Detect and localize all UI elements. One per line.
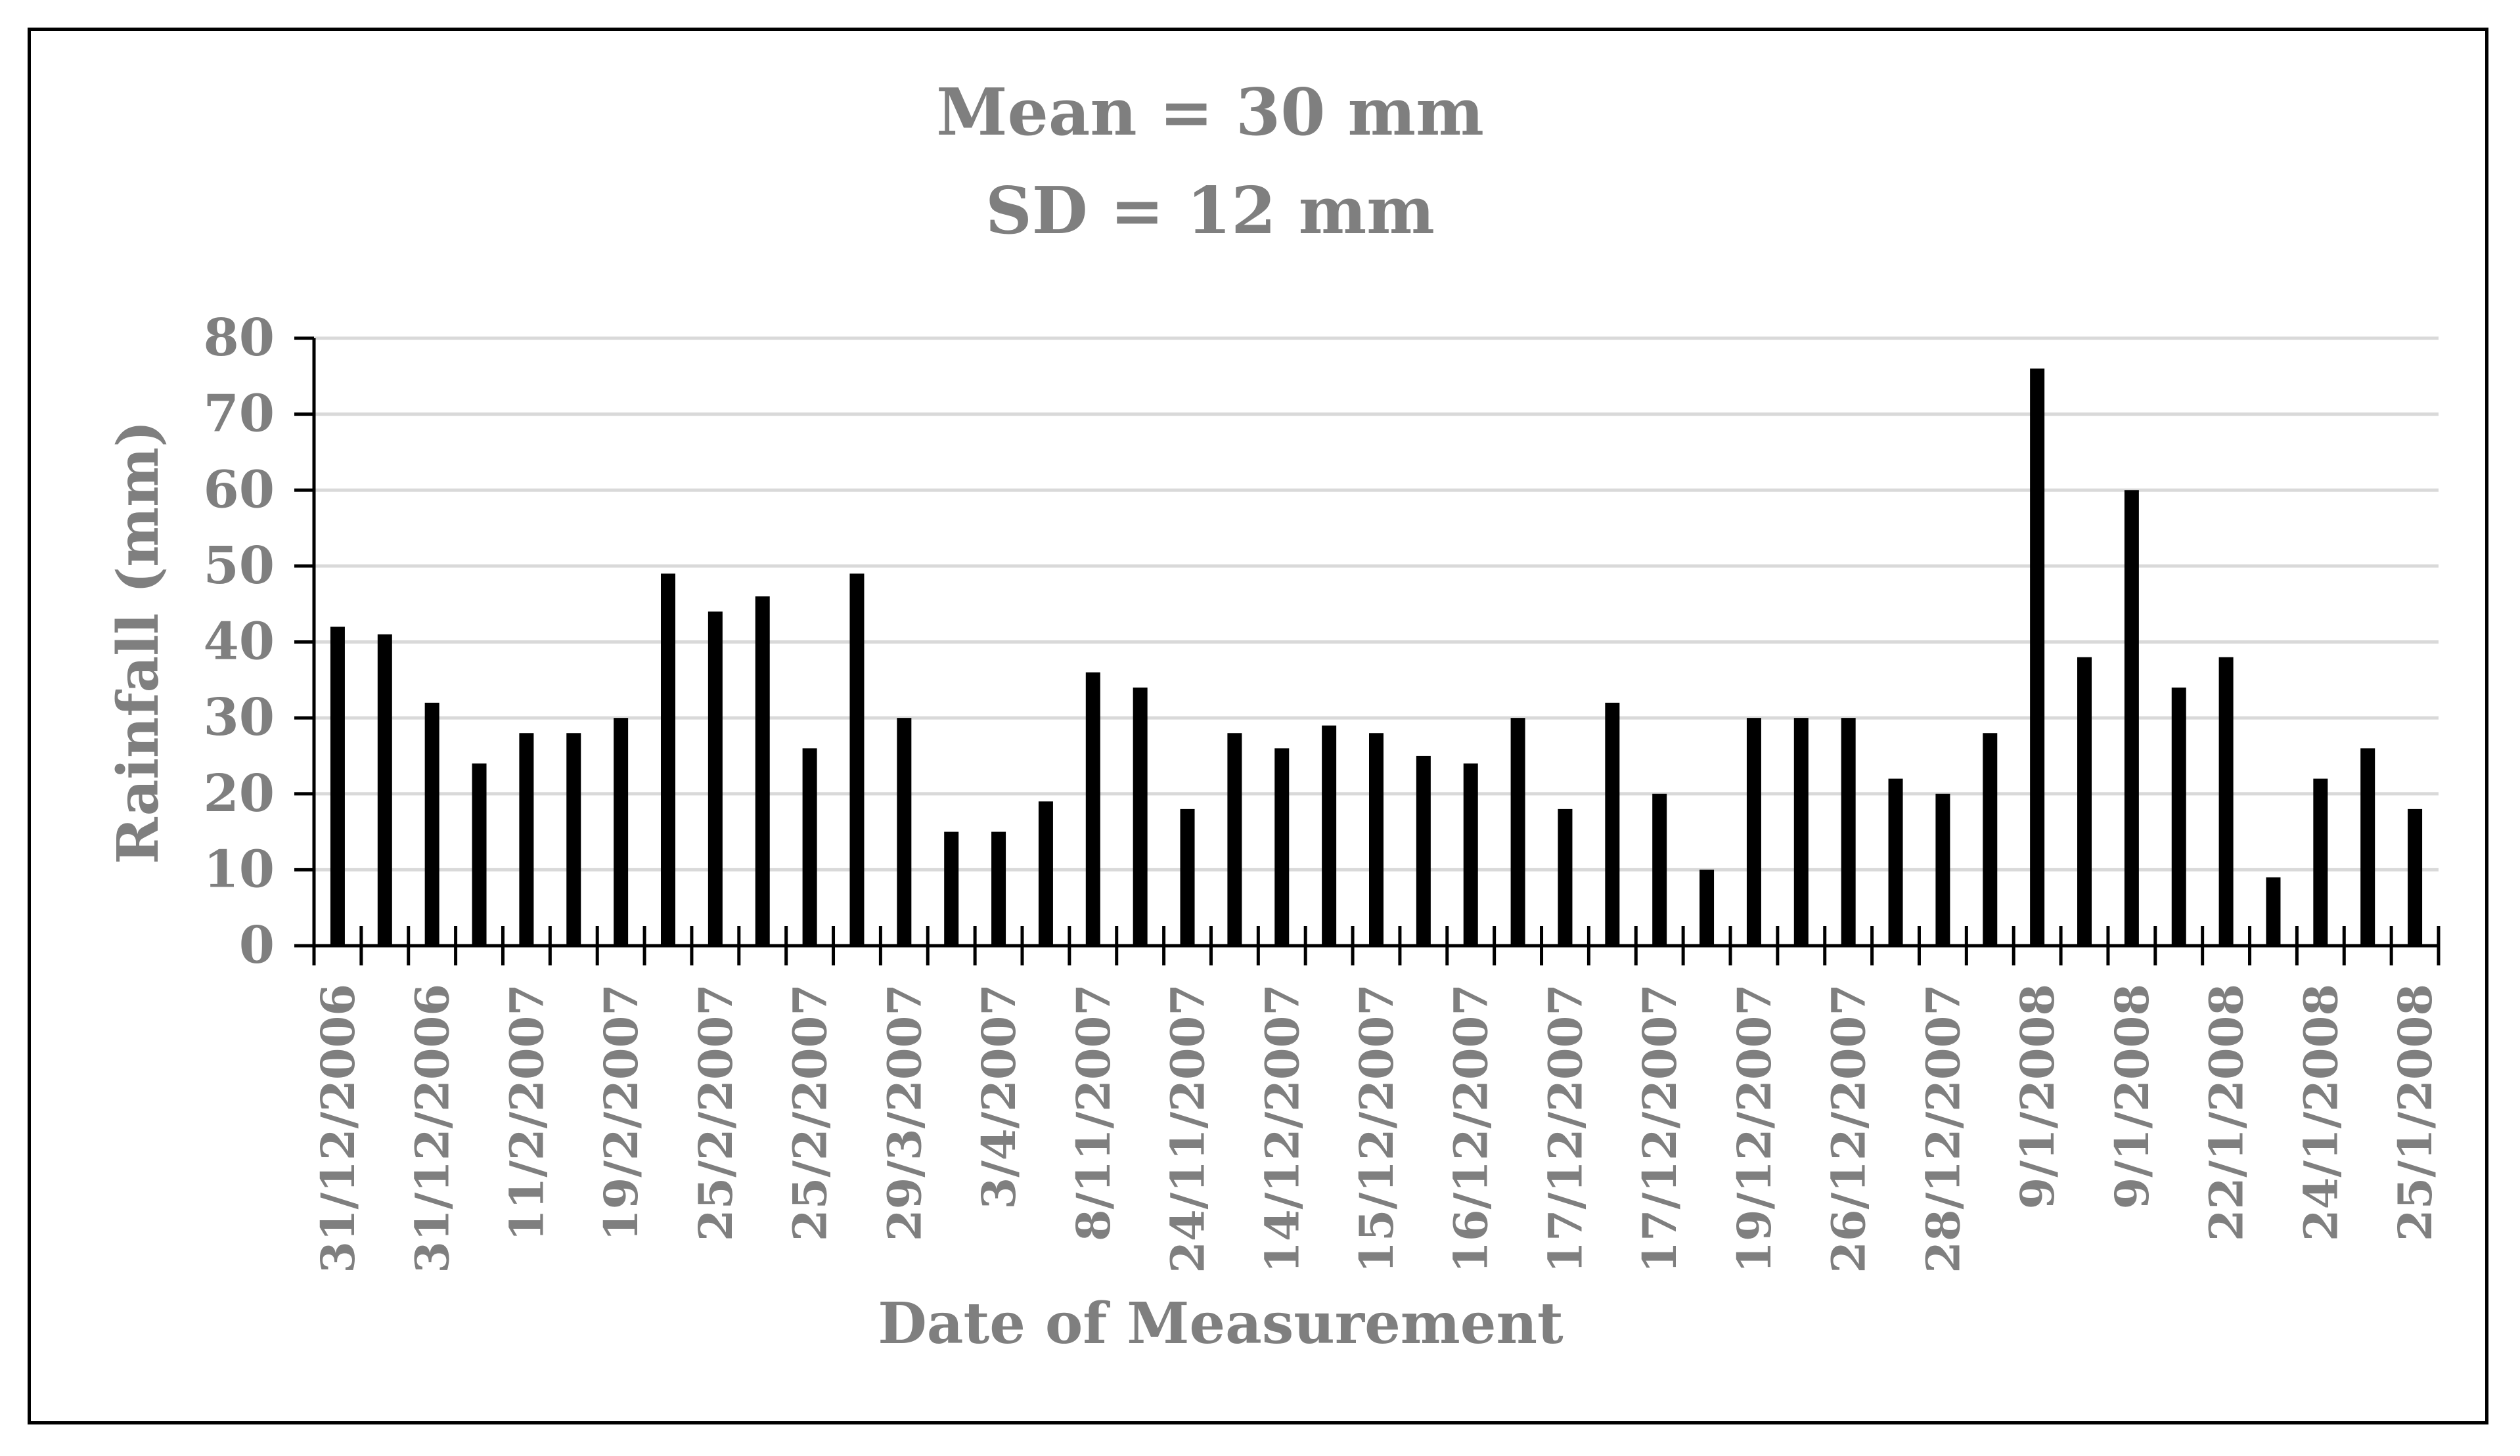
bar-45 bbox=[2408, 808, 2423, 946]
y-tick-label-0: 0 bbox=[239, 916, 275, 975]
bar-5 bbox=[519, 733, 534, 946]
y-tick-label-20: 20 bbox=[203, 764, 275, 824]
x-tick-labels: 31/12/2006 31/12/2006 11/2/2007 19/2/2007 25… bbox=[311, 984, 2442, 1273]
bar-28 bbox=[1605, 703, 1620, 946]
y-tick-label-10: 10 bbox=[203, 839, 275, 899]
x-tick-label: 17/12/2007 bbox=[1538, 984, 1592, 1273]
y-tick-label-40: 40 bbox=[203, 612, 275, 672]
x-tick-label: 19/12/2007 bbox=[1727, 984, 1782, 1273]
bar-23 bbox=[1369, 733, 1384, 946]
bar-12 bbox=[849, 573, 865, 946]
bar-14 bbox=[944, 831, 959, 946]
x-tick-label: 25/2/2007 bbox=[688, 984, 743, 1241]
bar-39 bbox=[2124, 490, 2139, 946]
x-axis-title: Date of Measurement bbox=[878, 1291, 1564, 1357]
bar-34 bbox=[1888, 778, 1903, 946]
y-tick-label-70: 70 bbox=[203, 384, 275, 444]
x-tick-label: 25/2/2007 bbox=[783, 984, 838, 1241]
bar-6 bbox=[566, 733, 581, 946]
bar-8 bbox=[661, 573, 675, 946]
x-tick-label: 31/12/2006 bbox=[405, 984, 460, 1273]
x-tick-label: 25/1/2008 bbox=[2388, 984, 2442, 1241]
bar-42 bbox=[2266, 877, 2281, 946]
bar-3 bbox=[424, 703, 439, 946]
chart-title: Mean = 30 mm SD = 12 mm bbox=[936, 75, 1484, 249]
y-tick-label-60: 60 bbox=[203, 460, 275, 519]
bar-26 bbox=[1510, 718, 1525, 946]
x-tick-label: 29/3/2007 bbox=[877, 984, 932, 1241]
x-tick-label: 9/1/2008 bbox=[2010, 984, 2065, 1209]
x-tick-label: 24/11/2007 bbox=[1161, 984, 1215, 1273]
x-tick-label: 11/2/2007 bbox=[499, 984, 554, 1241]
bar-1 bbox=[330, 627, 345, 946]
y-tick-label-30: 30 bbox=[203, 688, 275, 747]
bar-38 bbox=[2077, 657, 2092, 946]
x-tick-label: 9/1/2008 bbox=[2105, 984, 2159, 1209]
bar-24 bbox=[1416, 755, 1431, 946]
bar-37 bbox=[2030, 368, 2045, 946]
x-tick-label: 26/12/2007 bbox=[1822, 984, 1876, 1273]
x-tick-label: 28/12/2007 bbox=[1916, 984, 1970, 1273]
y-axis-title: Rainfall (mm) bbox=[105, 420, 171, 864]
x-tick-label: 22/1/2008 bbox=[2199, 984, 2254, 1241]
bar-44 bbox=[2360, 748, 2375, 946]
bar-22 bbox=[1322, 725, 1337, 946]
x-tick-label: 16/12/2007 bbox=[1444, 984, 1498, 1273]
y-tick-labels: 0 10 20 30 40 50 60 70 80 bbox=[203, 308, 275, 975]
x-tick-label: 14/12/2007 bbox=[1255, 984, 1309, 1273]
bar-21 bbox=[1274, 748, 1290, 946]
bar-16 bbox=[1038, 801, 1053, 946]
bar-11 bbox=[802, 748, 817, 946]
bar-13 bbox=[897, 718, 912, 946]
x-tick-label: 24/1/2008 bbox=[2293, 984, 2348, 1241]
y-tick-label-50: 50 bbox=[203, 536, 275, 596]
bar-17 bbox=[1085, 672, 1100, 946]
x-tick-label: 15/12/2007 bbox=[1349, 984, 1404, 1273]
bar-29 bbox=[1652, 793, 1667, 946]
bar-10 bbox=[755, 596, 770, 946]
bar-36 bbox=[1983, 733, 1998, 946]
title-line-1: Mean = 30 mm bbox=[936, 75, 1484, 150]
x-tick-label: 31/12/2006 bbox=[311, 984, 365, 1273]
bar-7 bbox=[614, 718, 629, 946]
bar-25 bbox=[1463, 763, 1478, 946]
bar-30 bbox=[1699, 870, 1715, 946]
bar-35 bbox=[1935, 793, 1950, 946]
bar-27 bbox=[1558, 808, 1573, 946]
bar-18 bbox=[1133, 687, 1148, 946]
bar-15 bbox=[991, 831, 1006, 946]
bar-43 bbox=[2313, 778, 2328, 946]
x-tick-label: 3/4/2007 bbox=[972, 984, 1026, 1209]
bar-33 bbox=[1841, 718, 1856, 946]
bar-32 bbox=[1793, 718, 1809, 946]
x-tick-label: 19/2/2007 bbox=[594, 984, 648, 1241]
bar-31 bbox=[1746, 718, 1761, 946]
bar-9 bbox=[708, 611, 723, 946]
bar-20 bbox=[1227, 733, 1242, 946]
x-tick-label: 17/12/2007 bbox=[1632, 984, 1687, 1273]
title-line-2: SD = 12 mm bbox=[985, 173, 1435, 249]
y-tick-label-80: 80 bbox=[203, 308, 275, 368]
bars bbox=[330, 368, 2423, 946]
axes bbox=[294, 336, 2441, 965]
bar-19 bbox=[1180, 808, 1195, 946]
x-tick-label: 8/11/2007 bbox=[1066, 984, 1121, 1241]
bar-2 bbox=[377, 634, 392, 946]
bar-40 bbox=[2171, 687, 2186, 946]
bar-4 bbox=[472, 763, 487, 946]
bar-41 bbox=[2218, 657, 2234, 946]
